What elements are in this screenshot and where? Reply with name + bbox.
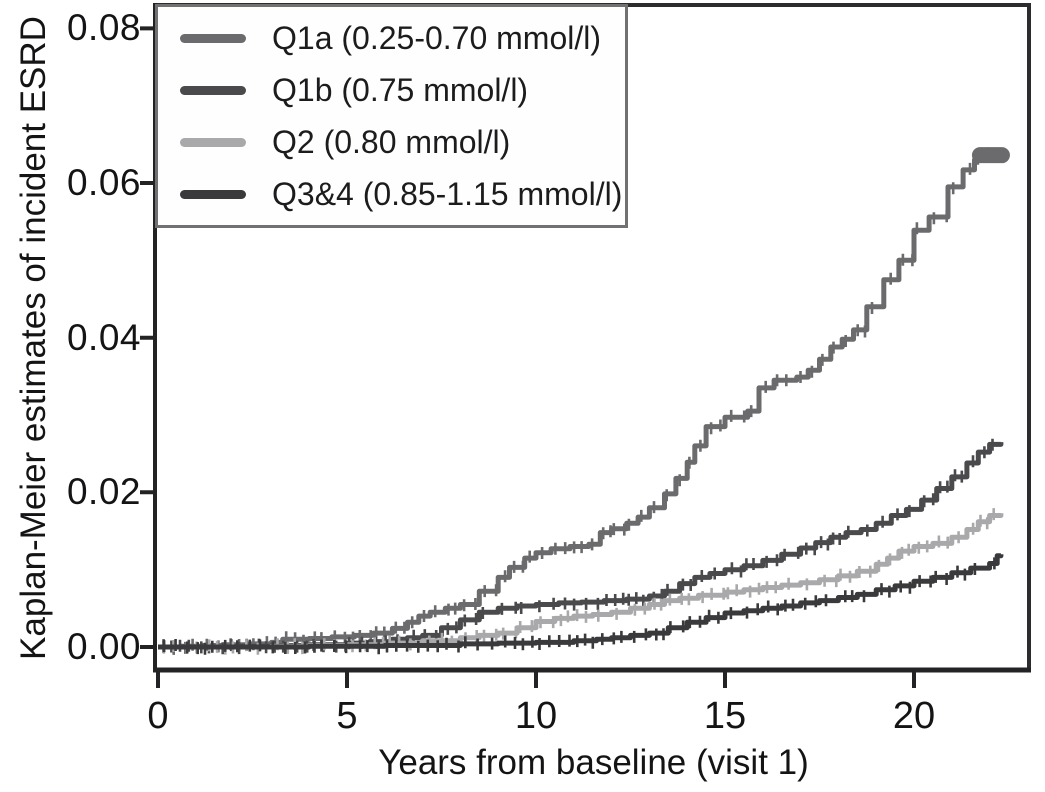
legend-swatch-q3and4	[180, 189, 246, 199]
y-tick-label: 0.08	[66, 7, 141, 48]
x-tick-label: 10	[514, 695, 558, 737]
y-tick-label: 0.00	[66, 626, 141, 667]
y-tick-label: 0.06	[66, 162, 141, 203]
y-axis-title: Kaplan-Meier estimates of incident ESRD	[14, 16, 53, 660]
legend: Q1a (0.25-0.70 mmol/l) Q1b (0.75 mmol/l)…	[155, 4, 628, 228]
legend-item-q1a: Q1a (0.25-0.70 mmol/l)	[180, 12, 625, 64]
km-curve-q2	[158, 513, 1004, 650]
x-tick-label: 20	[892, 695, 936, 737]
legend-label-q2: Q2 (0.80 mmol/l)	[272, 123, 511, 160]
km-curve-q1b	[158, 441, 1004, 650]
km-curve-q34	[158, 553, 1004, 650]
x-tick-label: 15	[703, 695, 747, 737]
km-curve-q1a	[158, 152, 1001, 650]
legend-item-q3and4: Q3&4 (0.85-1.15 mmol/l)	[180, 168, 625, 220]
legend-item-q1b: Q1b (0.75 mmol/l)	[180, 64, 625, 116]
y-axis-ticks	[140, 26, 155, 649]
legend-label-q3and4: Q3&4 (0.85-1.15 mmol/l)	[272, 175, 623, 212]
x-tick-label: 5	[336, 695, 358, 737]
km-censor-ticks-q34	[162, 557, 996, 655]
x-tick-label: 0	[147, 695, 169, 737]
legend-swatch-q1a	[180, 33, 246, 43]
y-tick-label: 0.04	[66, 317, 141, 358]
x-axis-ticks	[156, 670, 916, 688]
legend-swatch-q2	[180, 137, 246, 147]
y-tick-label: 0.02	[66, 471, 141, 512]
legend-label-q1a: Q1a (0.25-0.70 mmol/l)	[272, 19, 602, 56]
x-axis-title: Years from baseline (visit 1)	[378, 743, 809, 782]
legend-item-q2: Q2 (0.80 mmol/l)	[180, 116, 625, 168]
legend-swatch-q1b	[180, 85, 246, 95]
legend-label-q1b: Q1b (0.75 mmol/l)	[272, 71, 529, 108]
